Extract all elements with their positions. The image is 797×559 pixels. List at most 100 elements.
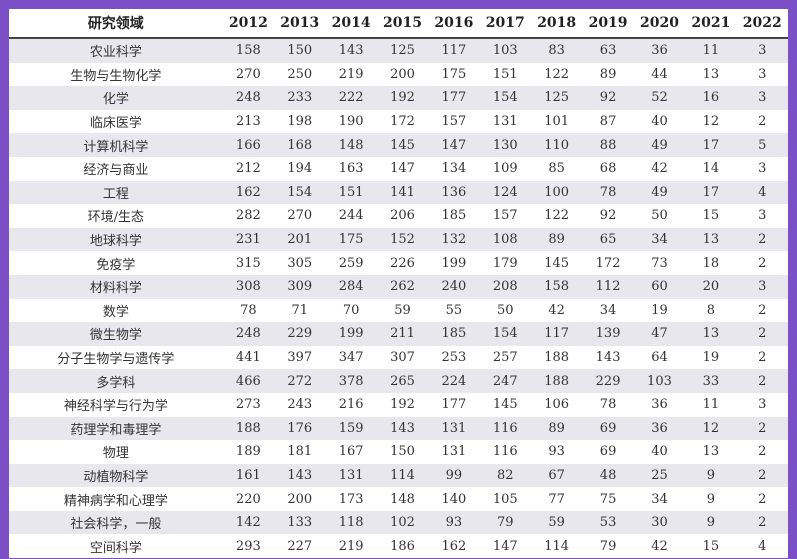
table-cell: 157	[479, 204, 531, 228]
table-cell: 145	[530, 251, 583, 275]
table-cell: 188	[222, 416, 275, 441]
table-cell: 154	[479, 322, 531, 346]
row-field-name: 空间科学	[9, 534, 223, 559]
table-cell: 219	[325, 62, 377, 87]
table-cell: 181	[274, 440, 326, 464]
table-cell: 2	[736, 487, 788, 511]
table-cell: 3	[736, 86, 788, 110]
table-cell: 226	[376, 251, 429, 275]
table-cell: 441	[222, 345, 275, 370]
table-cell: 163	[325, 156, 377, 181]
table-cell: 2	[736, 440, 788, 464]
table-cell: 140	[428, 487, 480, 511]
table-cell: 208	[479, 274, 531, 299]
table-row: 临床医学 213 198 190 172 157 131 101 87 40 12 2	[9, 109, 788, 134]
table-cell: 198	[274, 109, 326, 134]
table-cell: 273	[222, 392, 275, 417]
table-cell: 103	[633, 369, 686, 393]
column-header-year: 2014	[325, 9, 377, 39]
table-cell: 2	[736, 369, 788, 393]
table-cell: 397	[274, 345, 326, 370]
table-cell: 308	[222, 274, 275, 299]
table-cell: 36	[633, 38, 686, 63]
table-cell: 307	[376, 345, 429, 370]
table-cell: 34	[633, 227, 686, 252]
table-row: 药理学和毒理学 188 176 159 143 131 116 89 69 36 12 2	[9, 416, 788, 441]
table-cell: 15	[685, 204, 737, 228]
table-row: 化学 248 233 222 192 177 154 125 92 52 16 3	[9, 86, 788, 110]
table-row: 生物与生物化学 270 250 219 200 175 151 122 89 44 13 3	[9, 62, 788, 87]
table-cell: 150	[376, 440, 429, 464]
table-cell: 231	[222, 227, 275, 252]
row-field-name: 环境/生态	[9, 204, 223, 228]
table-cell: 143	[325, 38, 377, 63]
table-cell: 109	[479, 156, 531, 181]
table-cell: 13	[685, 62, 737, 87]
table-cell: 15	[685, 534, 737, 559]
table-cell: 30	[633, 510, 686, 535]
table-cell: 247	[479, 369, 531, 393]
table-cell: 220	[222, 487, 275, 511]
table-cell: 75	[582, 487, 634, 511]
table-row: 分子生物学与遗传学 441 397 347 307 253 257 188 143 64 19 2	[9, 345, 788, 370]
table-body: 农业科学 158 150 143 125 117 103 83 63 36 11 3 生物与生物化学 27…	[9, 38, 788, 559]
table-cell: 2	[736, 416, 788, 441]
table-row: 工程 162 154 151 141 136 124 100 78 49 17 4	[9, 180, 788, 205]
table-cell: 100	[530, 180, 583, 205]
table-cell: 150	[274, 38, 326, 63]
table-cell: 130	[479, 133, 531, 157]
table-cell: 52	[633, 86, 686, 110]
row-field-name: 数学	[9, 298, 223, 323]
column-header-year: 2015	[376, 9, 429, 39]
column-header-year: 2012	[222, 9, 275, 39]
row-field-name: 社会科学，一般	[9, 510, 223, 535]
table-cell: 305	[274, 251, 326, 275]
table-cell: 175	[428, 62, 480, 87]
table-cell: 154	[274, 180, 326, 205]
table-cell: 147	[376, 156, 429, 181]
table-cell: 158	[222, 38, 275, 63]
table-cell: 147	[428, 133, 480, 157]
table-cell: 16	[685, 86, 737, 110]
table-row: 数学 78 71 70 59 55 50 42 34 19 8 2	[9, 298, 788, 323]
table-cell: 168	[274, 133, 326, 157]
table-cell: 131	[428, 440, 480, 464]
table-cell: 71	[274, 298, 326, 323]
table-cell: 40	[633, 109, 686, 134]
table-cell: 13	[685, 322, 737, 346]
table-cell: 67	[530, 463, 583, 488]
table-row: 经济与商业 212 194 163 147 134 109 85 68 42 14 3	[9, 156, 788, 181]
table-cell: 147	[479, 534, 531, 559]
table-cell: 151	[325, 180, 377, 205]
table-row: 计算机科学 166 168 148 145 147 130 110 88 49 17 5	[9, 133, 788, 157]
table-cell: 143	[582, 345, 634, 370]
table-cell: 17	[685, 133, 737, 157]
table-cell: 257	[479, 345, 531, 370]
table-row: 社会科学，一般 142 133 118 102 93 79 59 53 30 9 2	[9, 510, 788, 535]
table-cell: 114	[376, 463, 429, 488]
table-cell: 200	[376, 62, 429, 87]
row-field-name: 多学科	[9, 369, 223, 393]
column-header-year: 2018	[530, 9, 583, 39]
table-cell: 70	[325, 298, 377, 323]
table-cell: 42	[633, 156, 686, 181]
table-row: 物理 189 181 167 150 131 116 93 69 40 13 2	[9, 440, 788, 464]
table-row: 农业科学 158 150 143 125 117 103 83 63 36 11 3	[9, 38, 788, 63]
table-cell: 12	[685, 416, 737, 441]
table-cell: 161	[222, 463, 275, 488]
table-cell: 88	[582, 133, 634, 157]
table-cell: 34	[582, 298, 634, 323]
table-cell: 125	[530, 86, 583, 110]
table-cell: 11	[685, 38, 737, 63]
column-header-year: 2013	[274, 9, 326, 39]
table-cell: 309	[274, 274, 326, 299]
table-cell: 253	[428, 345, 480, 370]
table-cell: 199	[325, 322, 377, 346]
row-field-name: 分子生物学与遗传学	[9, 345, 223, 370]
table-cell: 103	[479, 38, 531, 63]
table-cell: 133	[274, 510, 326, 535]
column-header-year: 2022	[736, 9, 788, 39]
row-field-name: 经济与商业	[9, 156, 223, 181]
table-header-row: 研究领域 2012 2013 2014 2015 2016 2017 2018 2019 2020…	[9, 9, 788, 39]
table-cell: 55	[428, 298, 480, 323]
